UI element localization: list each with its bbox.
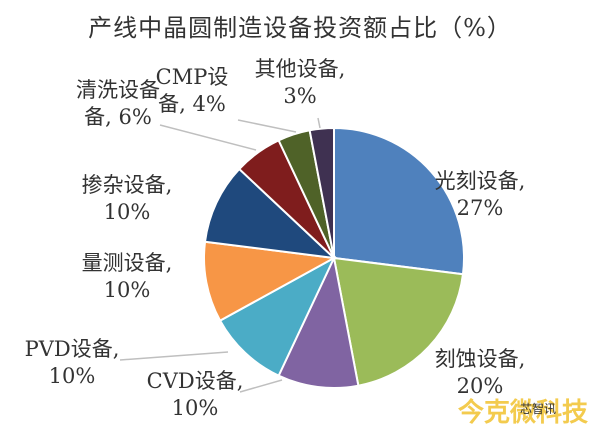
slice-label-0-line2: 27% — [457, 196, 504, 220]
pie-slice-8 — [308, 126, 335, 259]
slice-label-1-line2: 20% — [457, 374, 504, 398]
slice-label-7-line1: CMP设 — [156, 65, 229, 89]
slice-label-3-line2: 10% — [49, 364, 96, 388]
slice-label-3-line1: PVD设备, — [25, 337, 120, 361]
leader-line-6 — [159, 124, 257, 151]
slice-label-0-line1: 光刻设备, — [435, 169, 526, 193]
slice-label-2-line1: CVD设备, — [147, 369, 244, 393]
slice-label-4-line1: 量测设备, — [82, 251, 173, 275]
slice-label-4-line2: 10% — [104, 278, 151, 302]
slice-label-8-line1: 其他设备, — [255, 57, 346, 81]
watermark-brand: 今克微科技 — [458, 398, 589, 428]
slice-label-1-line1: 刻蚀设备, — [435, 347, 526, 371]
chart-title: 产线中晶圆制造设备投资额占比（%） — [88, 14, 512, 42]
slice-label-5-line2: 10% — [104, 200, 151, 224]
slice-label-2-line2: 10% — [172, 396, 219, 420]
slice-label-6-line1: 清洗设备 — [76, 78, 160, 102]
slice-label-6-line2: 备, 6% — [84, 105, 152, 129]
slice-label-7-line2: 备, 4% — [158, 92, 226, 116]
pie-slice-2 — [277, 254, 360, 389]
pie-slice-4 — [203, 240, 338, 322]
slice-label-5-line1: 掺杂设备, — [82, 173, 173, 197]
watermark-sub: 芯智讯 — [520, 402, 557, 416]
pie-slice-1 — [332, 256, 465, 387]
leader-line-2 — [239, 379, 283, 393]
slice-label-8-line2: 3% — [283, 84, 316, 108]
leader-line-8 — [317, 117, 321, 129]
leader-line-7 — [237, 119, 297, 133]
pie-slice-5 — [203, 167, 337, 260]
leader-line-3 — [119, 351, 229, 361]
pie-slice-3 — [218, 255, 337, 377]
pie-slice-0 — [333, 126, 465, 276]
